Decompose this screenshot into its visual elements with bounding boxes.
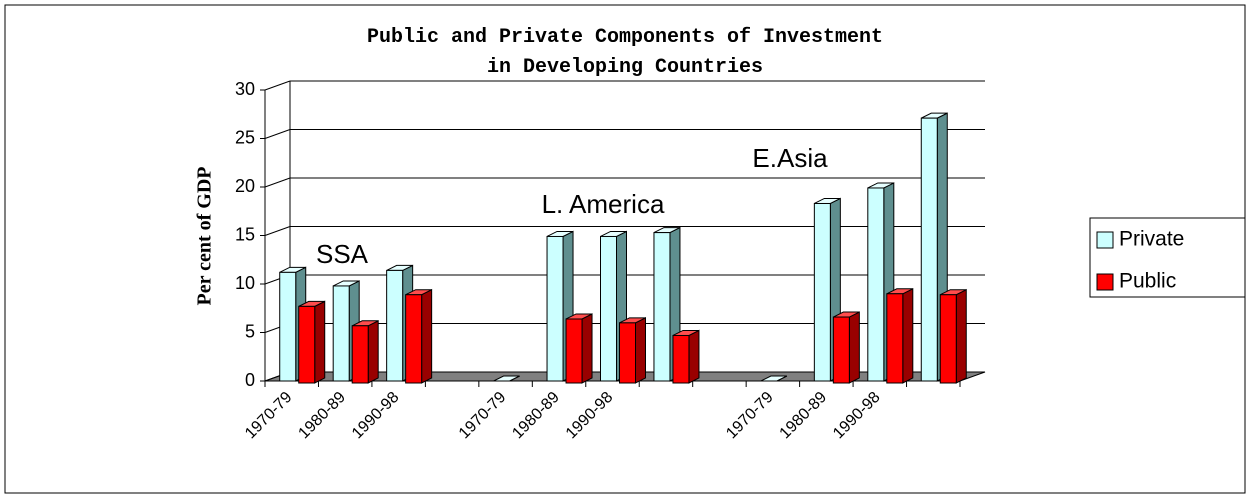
y-tick-label: 25 <box>235 127 255 147</box>
chart-title: Public and Private Components of Investm… <box>367 26 883 79</box>
bar <box>298 300 326 384</box>
bar-front <box>332 285 350 382</box>
bar-front <box>386 269 404 382</box>
bar-front <box>619 322 636 384</box>
bar <box>565 313 593 384</box>
legend-label: Private <box>1119 228 1184 251</box>
annotation: L. America <box>542 189 665 219</box>
grid-line <box>264 129 291 139</box>
bar-top <box>760 375 788 382</box>
legend-label: Public <box>1119 270 1176 293</box>
y-tick-label: 30 <box>235 79 255 99</box>
bar-side <box>848 311 860 384</box>
annotation: SSA <box>316 239 369 269</box>
grid-line <box>264 80 291 91</box>
bar <box>351 319 379 384</box>
bar-front <box>672 334 690 384</box>
bar <box>619 317 646 384</box>
bar-side <box>902 287 914 384</box>
bar-front <box>600 235 617 382</box>
annotation: E.Asia <box>752 143 828 173</box>
bar-front <box>298 305 316 384</box>
bar-front <box>565 318 583 384</box>
bar <box>939 288 967 384</box>
bar-front <box>939 294 957 384</box>
bar-front <box>405 294 423 384</box>
bar-side <box>635 317 646 384</box>
y-tick-label: 10 <box>235 273 255 293</box>
bar-side <box>581 313 593 384</box>
y-tick-label: 5 <box>245 321 255 341</box>
legend-swatch <box>1096 273 1114 291</box>
y-axis-label: Per cent of GDP <box>194 166 216 305</box>
bar-front <box>813 202 831 382</box>
bar-front <box>653 232 671 382</box>
bar-side <box>314 300 326 384</box>
bar-front <box>279 271 297 382</box>
legend-swatch <box>1096 231 1114 249</box>
grid-line <box>264 177 291 188</box>
y-tick-label: 20 <box>235 176 255 196</box>
bar <box>672 329 700 384</box>
bar-side <box>688 329 700 384</box>
bar <box>405 288 433 384</box>
bar-front <box>886 293 904 384</box>
y-tick-label: 0 <box>245 370 255 390</box>
bar-front <box>546 235 564 382</box>
bar-front <box>920 117 938 382</box>
bar-front <box>832 316 850 384</box>
y-tick-label: 15 <box>235 224 255 244</box>
grid-line <box>264 226 291 236</box>
bar-top <box>493 375 520 382</box>
bar-front <box>867 187 885 382</box>
bar-front <box>351 325 369 384</box>
bar-side <box>367 319 379 384</box>
bar-side <box>955 288 967 384</box>
bar-side <box>421 288 433 384</box>
bar <box>760 375 788 382</box>
bar <box>886 287 914 384</box>
bar <box>493 375 520 382</box>
legend <box>1089 217 1246 298</box>
bar <box>832 311 860 384</box>
